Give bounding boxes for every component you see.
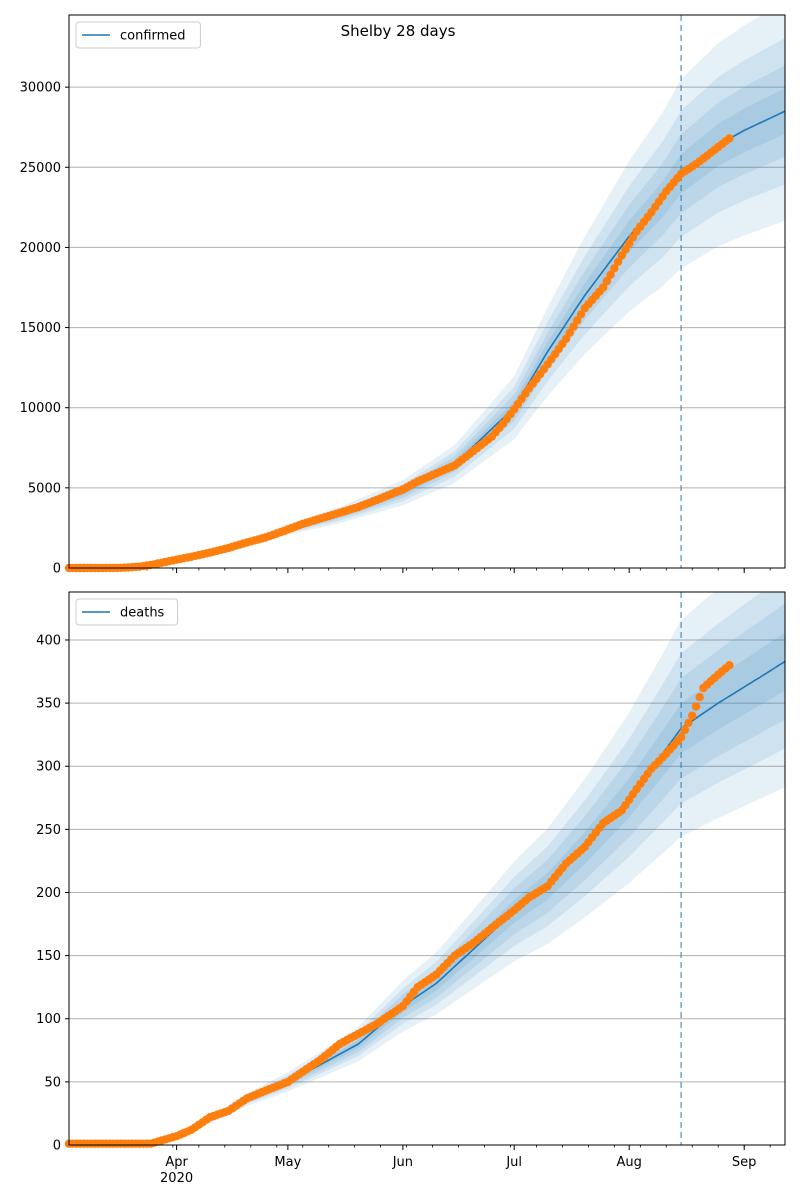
y-tick-label: 20000 — [20, 241, 61, 256]
observed-point — [561, 334, 571, 343]
legend: confirmed — [75, 21, 201, 49]
observed-point — [691, 702, 701, 711]
observed-point — [628, 233, 638, 242]
x-tick-label: Apr — [165, 1155, 188, 1170]
y-tick-label: 30000 — [20, 81, 61, 96]
y-tick-label: 100 — [36, 1012, 61, 1027]
uncertainty-band — [69, 603, 785, 1145]
y-tick-label: 0 — [53, 562, 61, 577]
observed-point — [684, 718, 693, 728]
y-tick-label: 25000 — [20, 161, 61, 176]
observed-point — [621, 245, 630, 254]
legend-box — [75, 598, 179, 626]
x-tick-label: Jun — [392, 1155, 413, 1170]
y-tick-label: 350 — [36, 697, 61, 712]
legend-label: deaths — [120, 606, 165, 621]
y-tick-label: 400 — [36, 633, 61, 648]
confirmed-panel: 0 5000 10000 15000 20000 25000 30000 confirmed — [20, 14, 786, 577]
y-tick-label: 15000 — [20, 321, 61, 336]
y-tick-label: 50 — [44, 1075, 61, 1090]
observed-point — [680, 725, 689, 735]
observed-point — [569, 322, 578, 331]
observed-point — [725, 134, 734, 143]
y-tick-label: 10000 — [20, 401, 61, 416]
y-tick-label: 300 — [36, 760, 61, 775]
legend: deaths — [75, 598, 179, 626]
x-tick-label: May — [274, 1155, 301, 1170]
observed-point — [688, 711, 697, 720]
legend-box — [75, 21, 201, 49]
uncertainty-band — [69, 88, 785, 569]
x-tick-sublabel: 2020 — [160, 1171, 193, 1186]
uncertainty-band — [69, 592, 785, 1145]
observed-point — [625, 239, 634, 248]
observed-point — [613, 257, 623, 266]
legend-label: confirmed — [120, 29, 186, 44]
observed-point — [695, 693, 704, 702]
observed-point — [565, 328, 574, 337]
x-tick-label: Sep — [732, 1155, 757, 1170]
observed-point — [602, 276, 612, 286]
y-tick-label: 150 — [36, 949, 61, 964]
observed-point — [610, 264, 619, 273]
observed-point — [599, 283, 608, 292]
uncertainty-band — [69, 15, 785, 568]
observed-point — [576, 310, 586, 319]
uncertainty-band — [69, 65, 785, 568]
y-tick-label: 0 — [53, 1139, 61, 1154]
observed-point — [573, 316, 582, 325]
observed-point — [725, 661, 734, 670]
y-tick-label: 5000 — [28, 481, 61, 496]
y-tick-label: 250 — [36, 823, 61, 838]
figure-title: Shelby 28 days — [341, 22, 456, 40]
axes-frame — [68, 14, 786, 569]
axes-frame — [68, 591, 786, 1146]
x-tick-label: Jul — [505, 1155, 522, 1170]
x-tick-label: Aug — [616, 1155, 641, 1170]
observed-point — [606, 270, 615, 279]
observed-point — [676, 733, 686, 742]
observed-point — [617, 251, 626, 260]
y-tick-label: 200 — [36, 886, 61, 901]
uncertainty-band — [69, 38, 785, 569]
uncertainty-band — [69, 592, 785, 1145]
